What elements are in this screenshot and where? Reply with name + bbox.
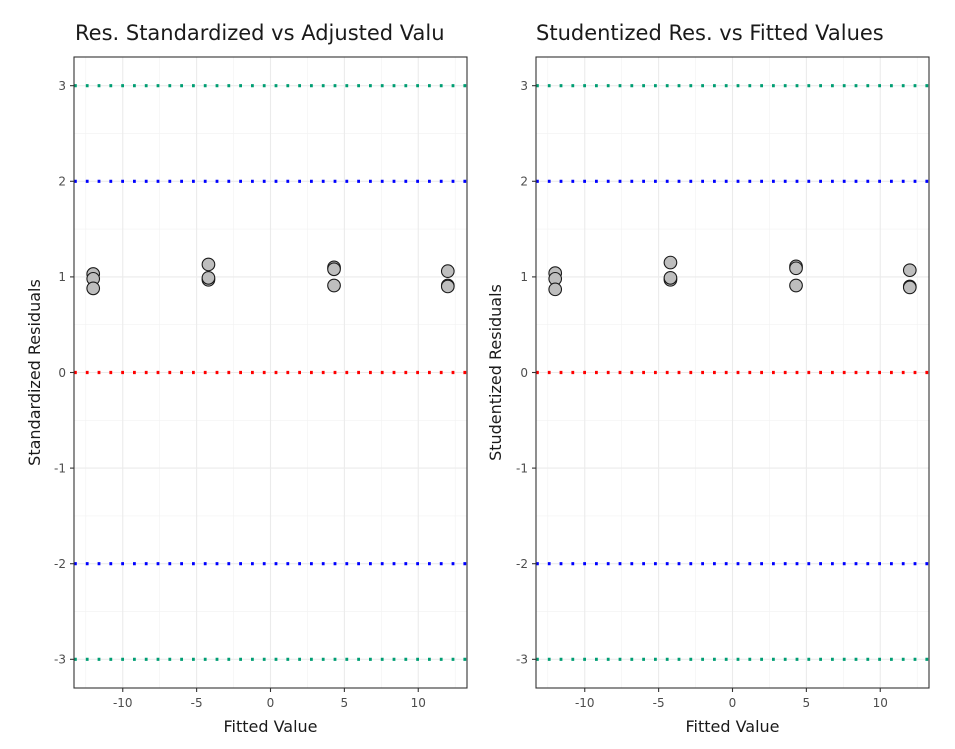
y-tick-label: 3: [58, 79, 66, 93]
plot-area: [74, 84, 467, 661]
x-tick-label: -5: [653, 696, 665, 710]
chart-title: Studentized Res. vs Fitted Values: [536, 21, 884, 45]
x-tick-label: -5: [191, 696, 203, 710]
y-tick-label: -1: [516, 461, 528, 475]
y-tick-label: -3: [516, 653, 528, 667]
chart-title: Res. Standardized vs Adjusted Valu: [75, 21, 445, 45]
data-point: [327, 262, 341, 277]
data-point: [789, 278, 803, 293]
data-point: [548, 282, 563, 297]
plot-area: [536, 84, 929, 661]
x-tick-label: 5: [803, 696, 811, 710]
y-tick-label: 0: [58, 366, 66, 380]
data-point: [86, 281, 101, 296]
data-point: [663, 255, 678, 270]
data-point: [902, 263, 917, 278]
x-tick-label: 10: [411, 696, 426, 710]
y-axis-title: Standardized Residuals: [25, 279, 44, 466]
x-tick-label: -10: [113, 696, 133, 710]
y-tick-label: 2: [58, 175, 66, 189]
y-tick-label: -2: [54, 557, 66, 571]
y-tick-label: 1: [520, 270, 528, 284]
data-point: [789, 261, 803, 276]
x-tick-label: 0: [267, 696, 275, 710]
x-tick-label: -10: [575, 696, 595, 710]
data-point: [201, 271, 216, 285]
data-point: [902, 280, 917, 295]
y-tick-label: 0: [520, 366, 528, 380]
x-axis-title: Fitted Value: [685, 717, 779, 736]
data-point: [663, 271, 678, 285]
y-tick-label: -2: [516, 557, 528, 571]
x-tick-label: 10: [873, 696, 888, 710]
y-tick-label: 3: [520, 79, 528, 93]
y-tick-label: 2: [520, 175, 528, 189]
y-axis-title: Studentized Residuals: [486, 284, 505, 461]
data-point: [440, 264, 455, 279]
x-tick-label: 0: [729, 696, 737, 710]
x-axis-title: Fitted Value: [223, 717, 317, 736]
data-point: [327, 278, 341, 293]
y-tick-label: -3: [54, 653, 66, 667]
y-tick-label: 1: [58, 270, 66, 284]
data-point: [201, 257, 216, 272]
data-point: [440, 279, 455, 294]
x-tick-label: 5: [341, 696, 349, 710]
y-tick-label: -1: [54, 461, 66, 475]
